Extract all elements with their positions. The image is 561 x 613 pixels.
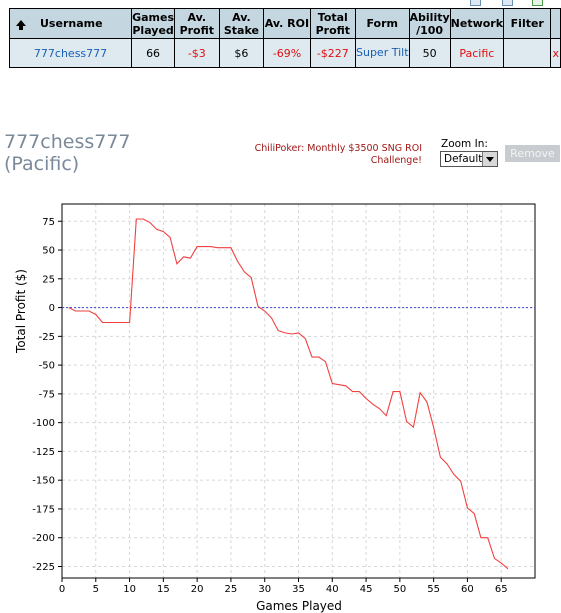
- x-tick-label: 50: [393, 584, 406, 595]
- top-toolbar: [470, 0, 561, 8]
- x-tick-label: 65: [495, 584, 508, 595]
- y-tick-label: 25: [42, 274, 55, 285]
- col-filter-header[interactable]: Filter: [503, 8, 552, 39]
- player-network: (Pacific): [4, 153, 80, 175]
- zoom-label: Zoom In:: [441, 138, 488, 150]
- remove-button[interactable]: Remove: [505, 145, 560, 162]
- table-row: 777chess777 66 -$3 $6 -69% -$227 Super T…: [8, 38, 561, 68]
- col-games-played-header[interactable]: Games Played: [131, 8, 176, 39]
- username-link[interactable]: 777chess777: [8, 38, 133, 68]
- profit-chart: 0 5 10 15 20 25 30 35 40 45 50 55 60 65 75 50 25 0 -25 -50 -…: [14, 203, 536, 613]
- col-av-profit-header[interactable]: Av. Profit: [174, 8, 220, 39]
- y-tick-label: 50: [42, 246, 55, 257]
- y-tick-label: -50: [39, 361, 55, 372]
- x-tick-label: 45: [360, 584, 373, 595]
- x-tick-label: 5: [93, 584, 99, 595]
- network-cell: Pacific: [449, 38, 505, 68]
- y-tick-label: -25: [39, 332, 55, 343]
- promo-link[interactable]: ChiliPoker: Monthly $3500 SNG ROI Challe…: [254, 143, 422, 166]
- x-tick-label: 30: [258, 584, 271, 595]
- x-tick-label: 20: [191, 584, 204, 595]
- player-title: 777chess777 (Pacific): [4, 131, 131, 175]
- y-tick-label: 75: [42, 217, 55, 228]
- av-roi-cell: -69%: [263, 38, 311, 68]
- col-remove-header: [550, 8, 561, 39]
- filter-cell[interactable]: [503, 38, 552, 68]
- table-header-row: Username Games Played Av. Profit Av. Sta…: [8, 8, 561, 39]
- document-icon[interactable]: [470, 0, 481, 6]
- remove-row-button[interactable]: x: [550, 38, 561, 68]
- av-profit-cell: -$3: [174, 38, 220, 68]
- col-total-profit-header[interactable]: Total Profit: [309, 8, 356, 39]
- refresh-icon[interactable]: [532, 0, 543, 6]
- col-av-roi-header[interactable]: Av. ROI: [263, 8, 311, 39]
- av-stake-cell: $6: [218, 38, 265, 68]
- y-axis-label: Total Profit ($): [14, 269, 28, 354]
- y-tick-label: -225: [32, 562, 55, 573]
- y-tick-label: -175: [32, 504, 55, 515]
- save-icon[interactable]: [502, 0, 513, 6]
- y-tick-label: -200: [32, 533, 55, 544]
- col-ability-header[interactable]: Ability /100: [408, 8, 451, 39]
- x-tick-label: 0: [59, 584, 65, 595]
- y-tick-label: -100: [32, 418, 55, 429]
- zoom-value: Default: [444, 153, 483, 165]
- zoom-select[interactable]: Default: [440, 151, 498, 167]
- x-tick-label: 15: [157, 584, 170, 595]
- chevron-down-icon[interactable]: [482, 152, 497, 166]
- x-tick-label: 60: [461, 584, 474, 595]
- games-played-cell: 66: [131, 38, 176, 68]
- player-stats-table: Username Games Played Av. Profit Av. Sta…: [8, 8, 561, 68]
- x-tick-label: 55: [427, 584, 440, 595]
- col-username-header[interactable]: Username: [8, 8, 133, 39]
- form-cell: Super Tilt: [354, 38, 410, 68]
- ability-cell: 50: [408, 38, 451, 68]
- x-tick-label: 35: [292, 584, 305, 595]
- total-profit-cell: -$227: [309, 38, 356, 68]
- col-av-stake-header[interactable]: Av. Stake: [218, 8, 265, 39]
- y-tick-label: 0: [49, 303, 55, 314]
- y-tick-label: -125: [32, 447, 55, 458]
- x-tick-label: 25: [225, 584, 238, 595]
- y-tick-label: -150: [32, 476, 55, 487]
- x-tick-label: 40: [326, 584, 339, 595]
- x-axis-label: Games Played: [256, 599, 342, 613]
- col-form-header[interactable]: Form: [354, 8, 410, 39]
- col-network-header[interactable]: Network: [449, 8, 505, 39]
- profit-line: [68, 218, 509, 570]
- x-tick-label: 10: [123, 584, 136, 595]
- player-name: 777chess777: [4, 131, 131, 153]
- sort-up-icon[interactable]: [16, 20, 26, 30]
- y-tick-label: -75: [39, 389, 55, 400]
